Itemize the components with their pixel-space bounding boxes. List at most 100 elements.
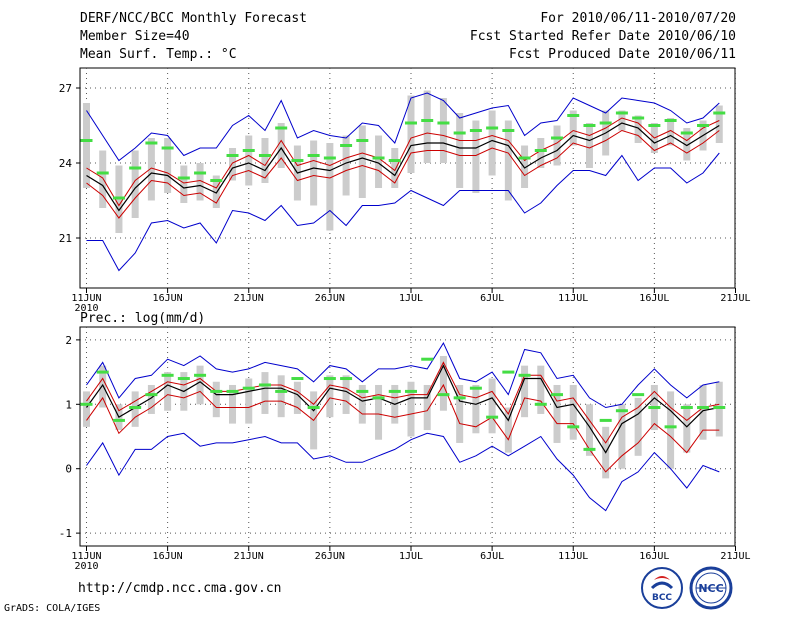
- median-marker: [518, 373, 531, 377]
- ensemble-box: [472, 384, 480, 434]
- ensemble-box: [618, 110, 626, 131]
- ensemble-box: [164, 372, 172, 411]
- footer-url[interactable]: http://cmdp.ncc.cma.gov.cn: [78, 581, 282, 596]
- x-tick-label: 1JUL: [399, 293, 423, 304]
- ensemble-box: [245, 378, 253, 424]
- median-marker: [129, 406, 142, 410]
- median-marker: [664, 119, 677, 122]
- ensemble-box: [634, 397, 642, 456]
- ensemble-box: [504, 120, 512, 201]
- x-tick-label: 1JUL: [399, 551, 423, 562]
- ensemble-box: [715, 105, 723, 143]
- median-marker: [469, 386, 482, 390]
- ensemble-box: [407, 381, 415, 437]
- year-label: 2010: [74, 561, 98, 572]
- ensemble-box: [439, 98, 447, 163]
- median-marker: [307, 154, 320, 157]
- median-marker: [80, 402, 93, 406]
- median-marker: [599, 418, 612, 422]
- median-marker: [96, 171, 109, 175]
- median-marker: [567, 114, 580, 117]
- median-marker: [112, 418, 125, 422]
- ensemble-box: [537, 365, 545, 414]
- ensemble-box: [99, 150, 107, 208]
- median-marker: [210, 389, 223, 393]
- median-marker: [453, 131, 466, 135]
- y-tick-label: 24: [59, 157, 73, 170]
- ensemble-box: [293, 381, 301, 414]
- median-marker: [632, 393, 645, 397]
- median-marker: [96, 370, 109, 374]
- median-marker: [502, 370, 515, 374]
- median-marker: [664, 425, 677, 429]
- min-line: [86, 432, 720, 512]
- median-marker: [437, 121, 450, 125]
- plot-1: 21 24 27 11JUN 16JUN 21JUN 26JUN 1JUL 6JUL 11JUL 1…: [59, 67, 751, 314]
- y-tick-label: 27: [59, 82, 72, 95]
- produced-date: Fcst Produced Date 2010/06/11: [509, 47, 736, 62]
- ncc-logo-text: NCC: [698, 582, 723, 595]
- median-marker: [161, 373, 174, 377]
- ensemble-box: [82, 103, 90, 188]
- ensemble-box: [277, 375, 285, 418]
- precip-title: Prec.: log(mm/d): [80, 311, 205, 326]
- median-marker: [615, 409, 628, 413]
- median-marker: [145, 393, 158, 397]
- median-marker: [697, 406, 710, 410]
- median-marker: [453, 396, 466, 400]
- ensemble-box: [521, 365, 529, 418]
- x-tick-label: 21JUN: [234, 293, 264, 304]
- ensemble-box: [553, 384, 561, 443]
- chart-title: DERF/NCC/BCC Monthly Forecast: [80, 11, 307, 26]
- y-tick-label: 2: [65, 334, 72, 347]
- median-marker: [177, 176, 190, 180]
- median-marker: [534, 402, 547, 406]
- median-marker: [356, 389, 369, 393]
- upper-line: [86, 117, 720, 207]
- bcc-logo-ring: [641, 567, 683, 609]
- ensemble-box: [667, 118, 675, 146]
- bcc-logo-text: BCC: [652, 593, 672, 603]
- median-marker: [177, 377, 190, 381]
- median-marker: [226, 389, 239, 393]
- x-tick-label: 6JUL: [480, 551, 504, 562]
- ensemble-box: [715, 381, 723, 437]
- x-tick-label: 16JUL: [639, 293, 669, 304]
- median-marker: [323, 156, 336, 160]
- ensemble-box: [196, 365, 204, 405]
- ensemble-box: [439, 355, 447, 411]
- median-marker: [632, 116, 645, 120]
- year-label: 2010: [74, 303, 98, 314]
- median-marker: [275, 389, 288, 393]
- median-marker: [404, 121, 417, 125]
- ensemble-box: [147, 138, 155, 201]
- variable-label: Mean Surf. Temp.: °C: [80, 47, 237, 62]
- ensemble-box: [342, 135, 350, 196]
- median-marker: [145, 141, 158, 145]
- median-marker: [404, 389, 417, 393]
- ensemble-box: [131, 391, 139, 427]
- median-marker: [486, 415, 499, 419]
- x-tick-label: 16JUL: [639, 551, 669, 562]
- ensemble-box: [456, 384, 464, 443]
- ensemble-box: [667, 391, 675, 469]
- median-marker: [161, 146, 174, 150]
- median-marker: [551, 136, 564, 140]
- x-tick-label: 26JUN: [315, 551, 345, 562]
- ensemble-box: [488, 110, 496, 176]
- median-marker: [518, 156, 531, 160]
- ensemble-box: [326, 143, 334, 231]
- y-tick-label: 0: [65, 463, 72, 476]
- x-tick-label: 21JUL: [720, 551, 750, 562]
- median-marker: [713, 406, 726, 410]
- ensemble-box: [585, 123, 593, 168]
- ensemble-box: [212, 381, 220, 418]
- ensemble-box: [131, 150, 139, 218]
- ensemble-box: [358, 125, 366, 198]
- ensemble-box: [212, 175, 220, 208]
- median-marker: [486, 126, 499, 130]
- mean-line: [86, 364, 720, 454]
- median-marker: [307, 406, 320, 410]
- median-marker: [129, 166, 142, 170]
- bcc-logo: BCC: [641, 567, 683, 609]
